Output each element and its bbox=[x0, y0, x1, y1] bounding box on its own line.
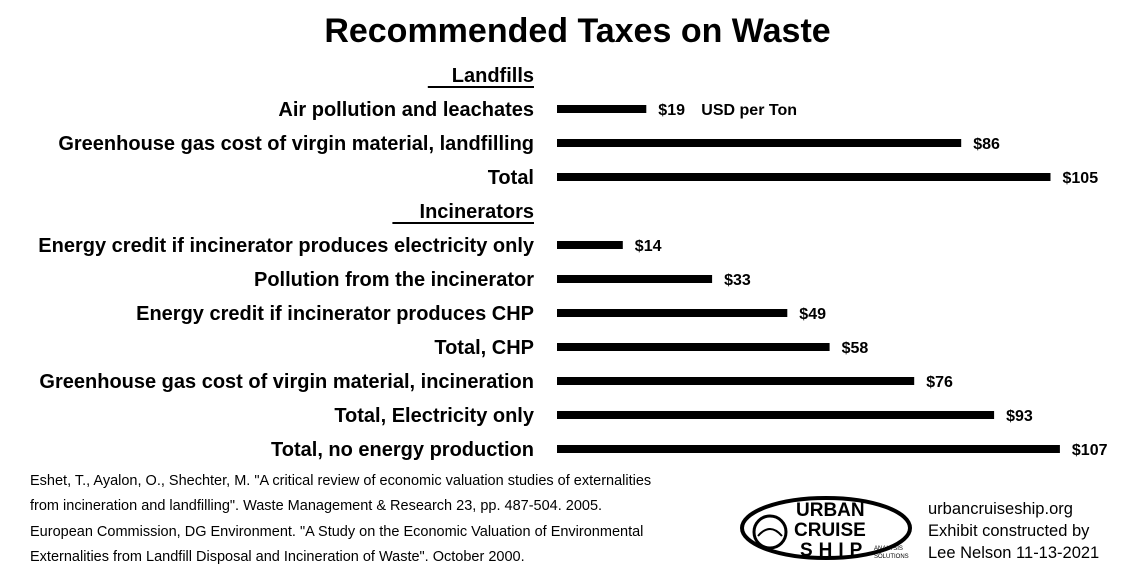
bar bbox=[557, 377, 915, 385]
bar bbox=[557, 411, 995, 419]
bar-value-label: $49 bbox=[799, 306, 826, 323]
bar bbox=[557, 343, 830, 351]
credit-line-1: Exhibit constructed by bbox=[928, 522, 1090, 540]
bar-category-label: Total, CHP bbox=[434, 337, 534, 359]
bar-category-label: Energy credit if incinerator produces el… bbox=[38, 235, 535, 257]
bar-value-label: $14 bbox=[635, 238, 662, 255]
bar bbox=[557, 105, 647, 113]
bar-value-label: $33 bbox=[724, 272, 751, 289]
credit-line-2: Lee Nelson 11-13-2021 bbox=[928, 544, 1100, 562]
logo-word-urban: URBAN bbox=[796, 500, 865, 521]
reference-line-2: from incineration and landfilling". Wast… bbox=[30, 498, 603, 514]
bar-value-label: $93 bbox=[1006, 408, 1033, 425]
bar bbox=[557, 241, 623, 249]
bar-value-label: $107 bbox=[1072, 442, 1108, 459]
bar-value-label: $19 bbox=[658, 102, 685, 119]
bar-category-label: Pollution from the incinerator bbox=[254, 269, 534, 291]
bar-value-label: $76 bbox=[926, 374, 953, 391]
group-heading: Incinerators bbox=[420, 201, 534, 223]
bar bbox=[557, 445, 1060, 453]
unit-note: USD per Ton bbox=[701, 102, 797, 119]
bar bbox=[557, 309, 788, 317]
bar bbox=[557, 139, 962, 147]
bar-category-label: Energy credit if incinerator produces CH… bbox=[136, 303, 534, 325]
group-heading: Landfills bbox=[452, 65, 534, 87]
bar-chart: Landfills Air pollution and leachates $19 G… bbox=[38, 65, 1108, 461]
bar-category-label: Greenhouse gas cost of virgin material, … bbox=[39, 371, 534, 393]
logo-word-ship: SHIP bbox=[800, 540, 868, 561]
logo-tag-solutions: SOLUTIONS bbox=[874, 554, 909, 560]
bar bbox=[557, 173, 1051, 181]
logo-tag-analysis: ANALYSIS bbox=[874, 546, 903, 552]
logo-word-cruise: CRUISE bbox=[794, 520, 866, 541]
reference-line-3: European Commission, DG Environment. "A … bbox=[30, 524, 644, 540]
credit-site: urbancruiseship.org bbox=[928, 500, 1073, 518]
chart-title: Recommended Taxes on Waste bbox=[324, 12, 831, 50]
bar-category-label: Total bbox=[488, 167, 534, 189]
bar-value-label: $58 bbox=[842, 340, 869, 357]
bar-category-label: Total, no energy production bbox=[271, 439, 534, 461]
bar-category-label: Greenhouse gas cost of virgin material, … bbox=[58, 133, 534, 155]
credit-block: urbancruiseship.org Exhibit constructed … bbox=[928, 498, 1099, 564]
bar-value-label: $105 bbox=[1063, 170, 1099, 187]
urban-cruise-ship-logo: URBAN CRUISE SHIP ANALYSIS SOLUTIONS bbox=[740, 496, 912, 561]
bar bbox=[557, 275, 713, 283]
reference-line-4: Externalities from Landfill Disposal and… bbox=[30, 549, 525, 565]
bar-value-label: $86 bbox=[973, 136, 1000, 153]
bar-category-label: Total, Electricity only bbox=[334, 405, 535, 427]
bar-category-label: Air pollution and leachates bbox=[278, 99, 534, 121]
reference-line-1: Eshet, T., Ayalon, O., Shechter, M. "A c… bbox=[30, 473, 652, 489]
